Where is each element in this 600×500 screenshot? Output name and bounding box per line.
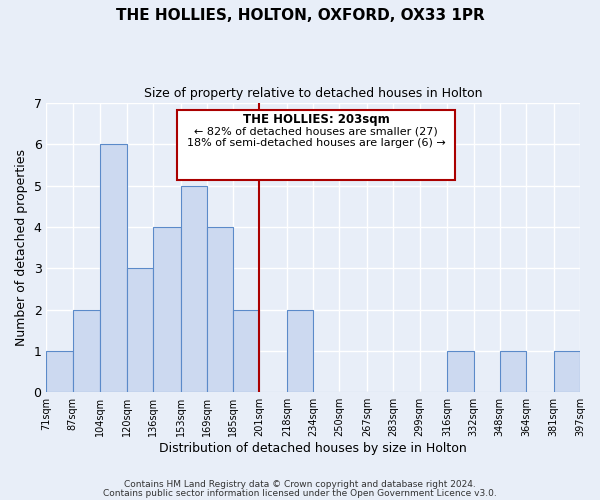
- Bar: [46, 351, 73, 392]
- Bar: [127, 268, 153, 392]
- Bar: [153, 227, 181, 392]
- Text: 18% of semi-detached houses are larger (6) →: 18% of semi-detached houses are larger (…: [187, 138, 445, 148]
- Bar: [73, 310, 100, 392]
- Bar: [207, 227, 233, 392]
- Bar: [287, 310, 313, 392]
- Bar: [233, 310, 259, 392]
- Bar: [500, 351, 526, 392]
- Text: THE HOLLIES, HOLTON, OXFORD, OX33 1PR: THE HOLLIES, HOLTON, OXFORD, OX33 1PR: [116, 8, 484, 22]
- Bar: [448, 351, 473, 392]
- FancyBboxPatch shape: [177, 110, 455, 180]
- Bar: [554, 351, 580, 392]
- Bar: [100, 144, 127, 392]
- Text: Contains public sector information licensed under the Open Government Licence v3: Contains public sector information licen…: [103, 489, 497, 498]
- Text: ← 82% of detached houses are smaller (27): ← 82% of detached houses are smaller (27…: [194, 126, 438, 136]
- Bar: [181, 186, 207, 392]
- Y-axis label: Number of detached properties: Number of detached properties: [15, 149, 28, 346]
- X-axis label: Distribution of detached houses by size in Holton: Distribution of detached houses by size …: [160, 442, 467, 455]
- Title: Size of property relative to detached houses in Holton: Size of property relative to detached ho…: [144, 88, 482, 101]
- Text: Contains HM Land Registry data © Crown copyright and database right 2024.: Contains HM Land Registry data © Crown c…: [124, 480, 476, 489]
- Text: THE HOLLIES: 203sqm: THE HOLLIES: 203sqm: [242, 113, 389, 126]
